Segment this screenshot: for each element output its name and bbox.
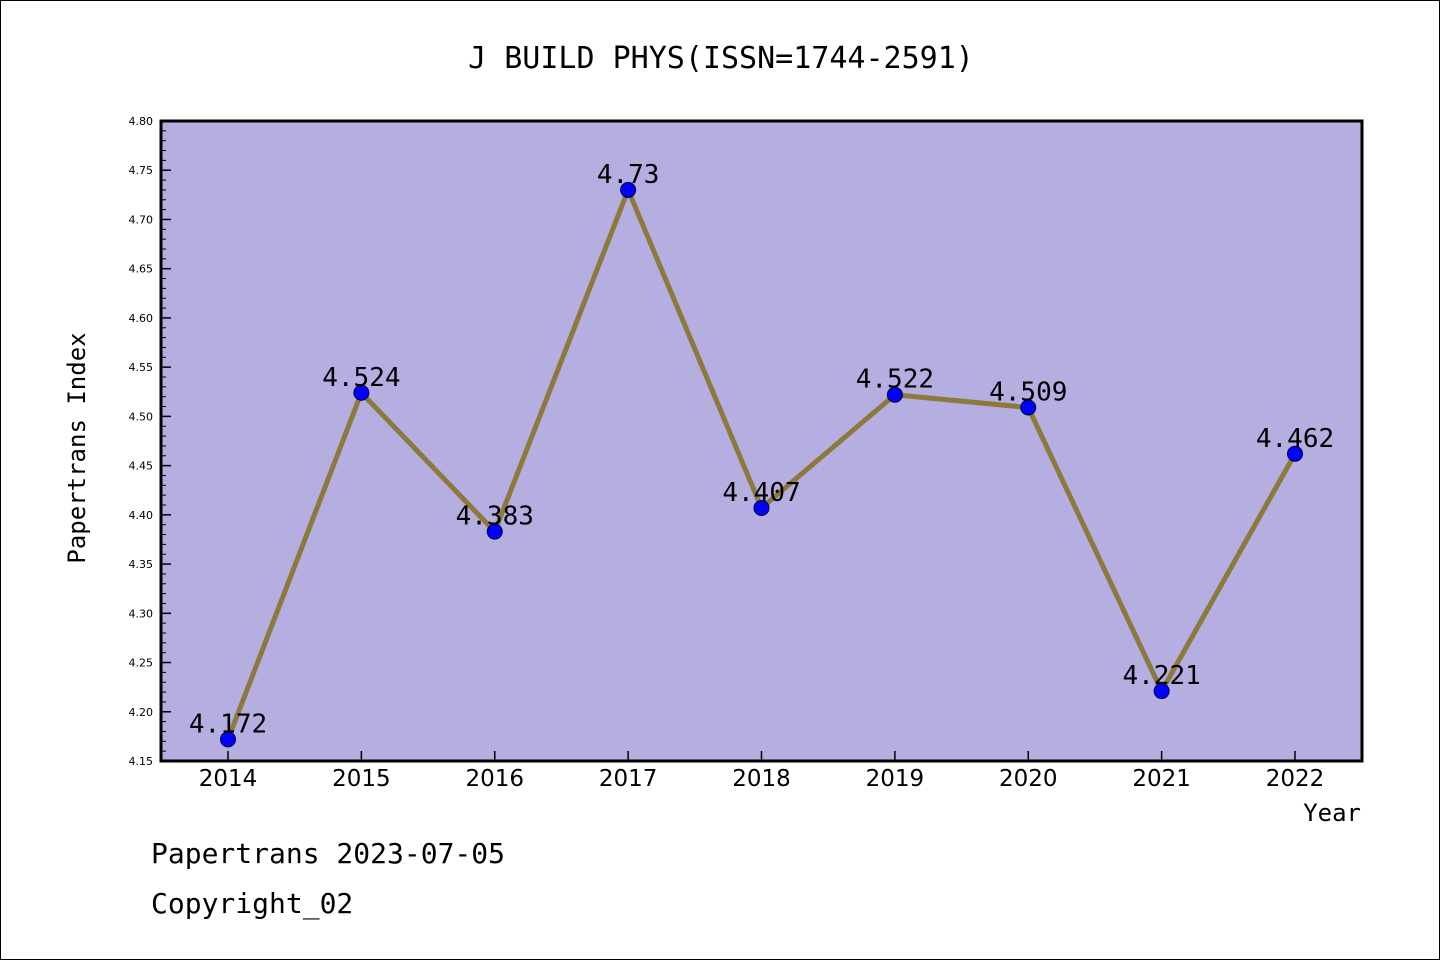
data-point xyxy=(1020,399,1037,416)
x-axis-label: Year xyxy=(1303,799,1361,827)
data-label: 4.221 xyxy=(1122,661,1200,691)
data-label: 4.524 xyxy=(322,363,400,393)
x-tick-label: 2015 xyxy=(332,766,391,792)
x-tick-label: 2021 xyxy=(1132,766,1191,792)
y-tick-label: 4.50 xyxy=(129,410,154,423)
y-axis-label: Papertrans Index xyxy=(63,332,91,563)
data-label: 4.383 xyxy=(456,502,534,532)
x-tick-label: 2014 xyxy=(199,766,258,792)
x-tick-label: 2019 xyxy=(866,766,925,792)
x-axis: 2014 2015 2016 2017 2018 2019 2020 2021 2022 xyxy=(199,751,1325,792)
data-point xyxy=(1287,445,1303,462)
x-tick-label: 2018 xyxy=(732,766,791,792)
y-tick-label: 4.65 xyxy=(129,263,154,276)
y-tick-label: 4.80 xyxy=(129,115,154,128)
plot-area xyxy=(159,119,1364,763)
y-tick-label: 4.60 xyxy=(129,312,154,325)
x-tick-label: 2020 xyxy=(999,766,1058,792)
data-point xyxy=(620,181,637,198)
footer-date: Papertrans 2023-07-05 xyxy=(151,837,506,870)
footer-copyright: Copyright_02 xyxy=(151,887,354,920)
data-label: 4.407 xyxy=(722,478,800,508)
y-tick-label: 4.15 xyxy=(129,755,154,768)
data-labels: 4.172 4.524 4.383 4.73 4.407 4.522 4.509 4.221 4… xyxy=(189,160,1334,739)
y-tick-label: 4.40 xyxy=(129,509,154,522)
data-point xyxy=(353,384,370,401)
chart-title: J BUILD PHYS(ISSN=1744-2591) xyxy=(468,41,974,76)
y-axis: 4.15 4.20 4.25 4.30 4.35 4.40 4.45 4.50 4.55 4.60… xyxy=(129,115,171,768)
data-label: 4.522 xyxy=(856,365,934,395)
data-point xyxy=(1153,683,1170,700)
y-tick-label: 4.20 xyxy=(129,706,154,719)
data-label: 4.462 xyxy=(1256,424,1334,454)
y-tick-label: 4.35 xyxy=(129,558,154,571)
y-tick-label: 4.30 xyxy=(129,607,154,620)
data-point xyxy=(886,386,903,403)
data-label: 4.73 xyxy=(597,160,660,190)
data-label: 4.509 xyxy=(989,378,1067,408)
y-tick-label: 4.70 xyxy=(129,213,154,226)
data-label: 4.172 xyxy=(189,709,267,739)
y-tick-label: 4.25 xyxy=(129,657,154,670)
data-point xyxy=(753,499,770,516)
x-tick-label: 2022 xyxy=(1266,766,1325,792)
data-point xyxy=(486,523,503,540)
x-tick-label: 2017 xyxy=(599,766,658,792)
y-tick-label: 4.55 xyxy=(129,361,154,374)
data-point xyxy=(220,731,236,748)
y-tick-label: 4.45 xyxy=(129,460,154,473)
series-markers xyxy=(220,181,1303,748)
x-tick-label: 2016 xyxy=(465,766,524,792)
y-tick-label: 4.75 xyxy=(129,164,154,177)
